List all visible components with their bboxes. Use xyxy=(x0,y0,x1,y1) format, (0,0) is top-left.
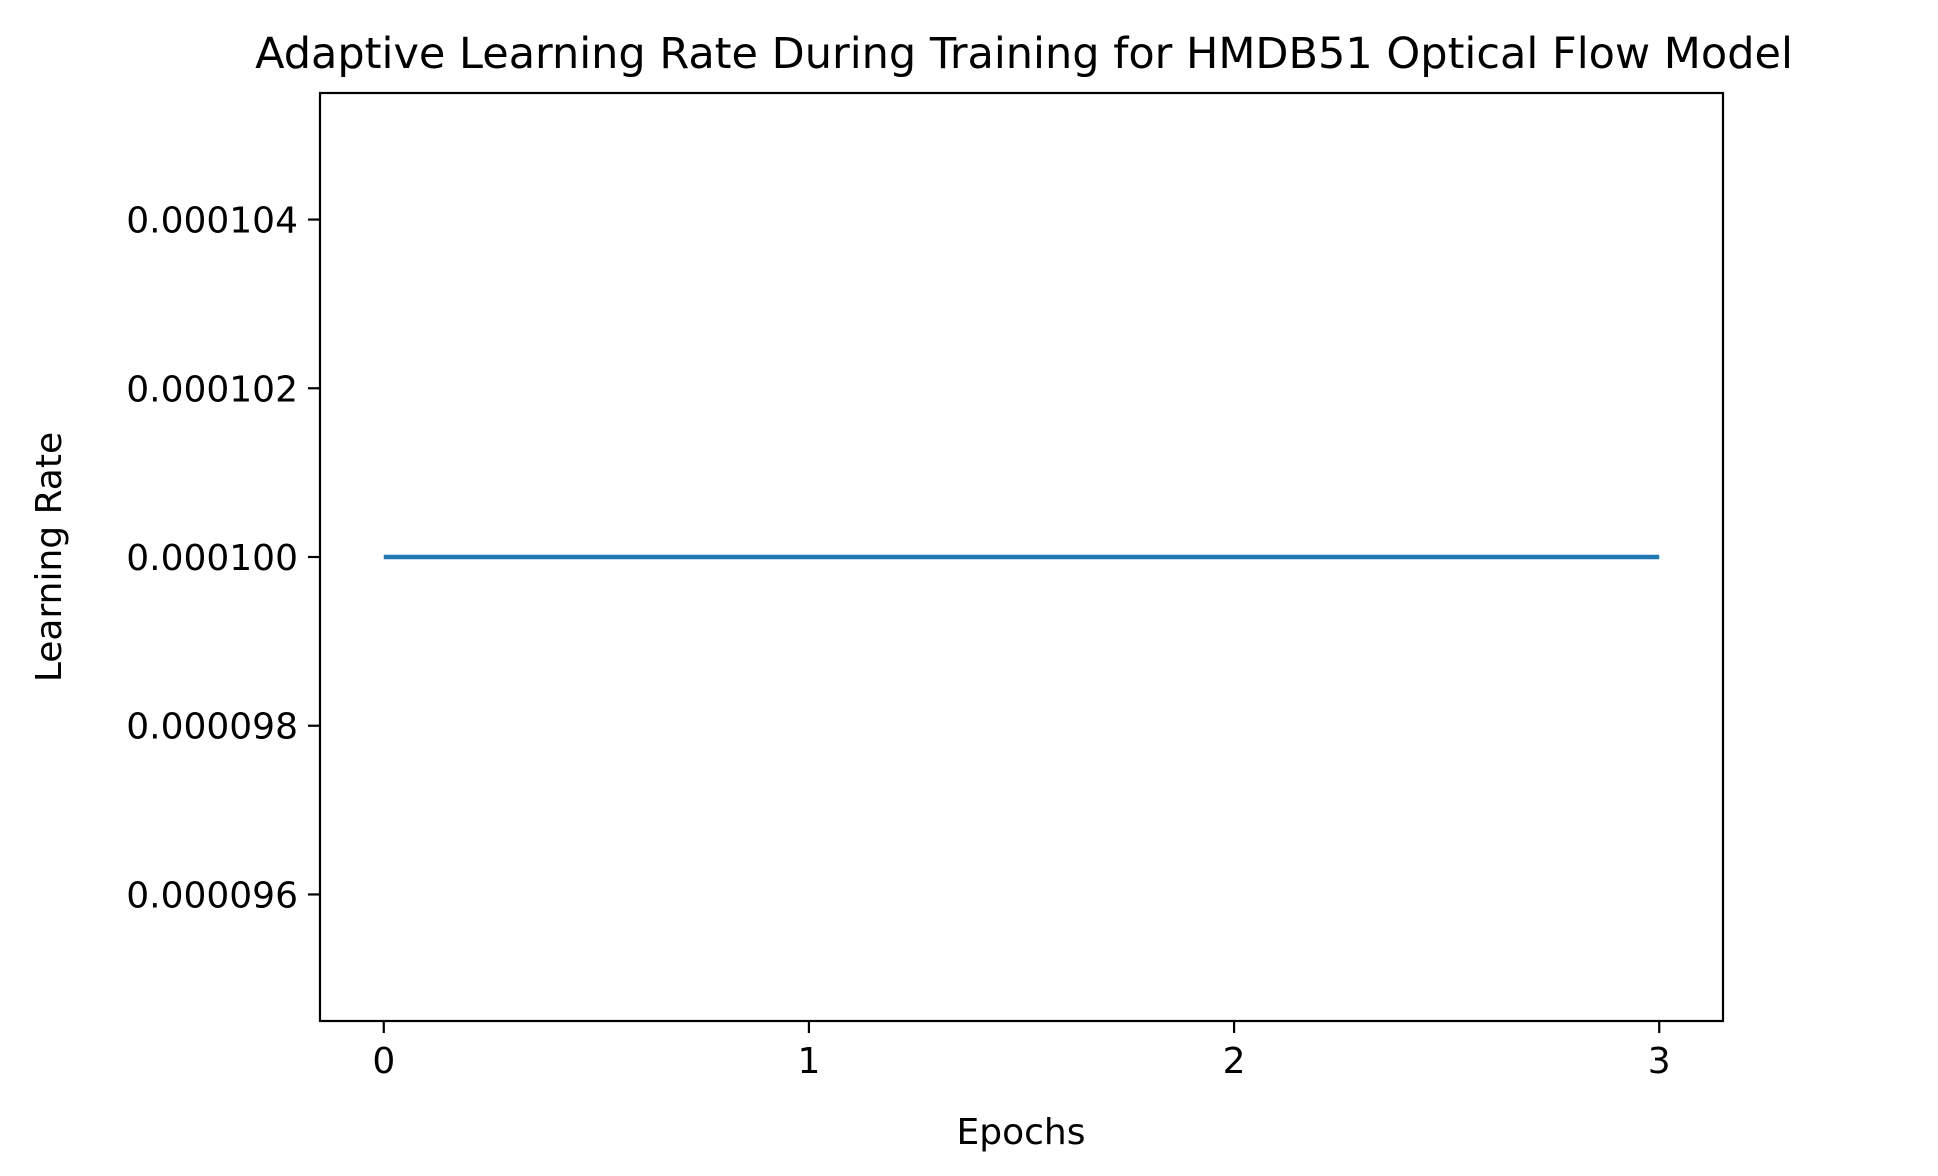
y-axis-ticks: 0.000096 0.000098 0.000100 0.000102 0.000104 xyxy=(126,201,320,916)
y-tick-label: 0.000098 xyxy=(126,707,298,748)
x-tick-label: 3 xyxy=(1648,1041,1671,1082)
x-axis-ticks: 0 1 2 3 xyxy=(372,1021,1671,1082)
y-tick-label: 0.000096 xyxy=(126,875,298,916)
y-tick-label: 0.000104 xyxy=(126,201,298,242)
y-tick-label: 0.000102 xyxy=(126,369,298,410)
y-tick-label: 0.000100 xyxy=(126,538,298,579)
y-axis-label: Learning Rate xyxy=(29,432,70,682)
x-tick-label: 0 xyxy=(372,1041,395,1082)
x-tick-label: 2 xyxy=(1223,1041,1246,1082)
x-tick-label: 1 xyxy=(797,1041,820,1082)
x-axis-label: Epochs xyxy=(957,1112,1086,1153)
axes-frame xyxy=(318,91,1725,1023)
chart-title: Adaptive Learning Rate During Training f… xyxy=(255,29,1793,79)
plot-area: 0.000096 0.000098 0.000100 0.000102 0.000104… xyxy=(126,91,1725,1082)
